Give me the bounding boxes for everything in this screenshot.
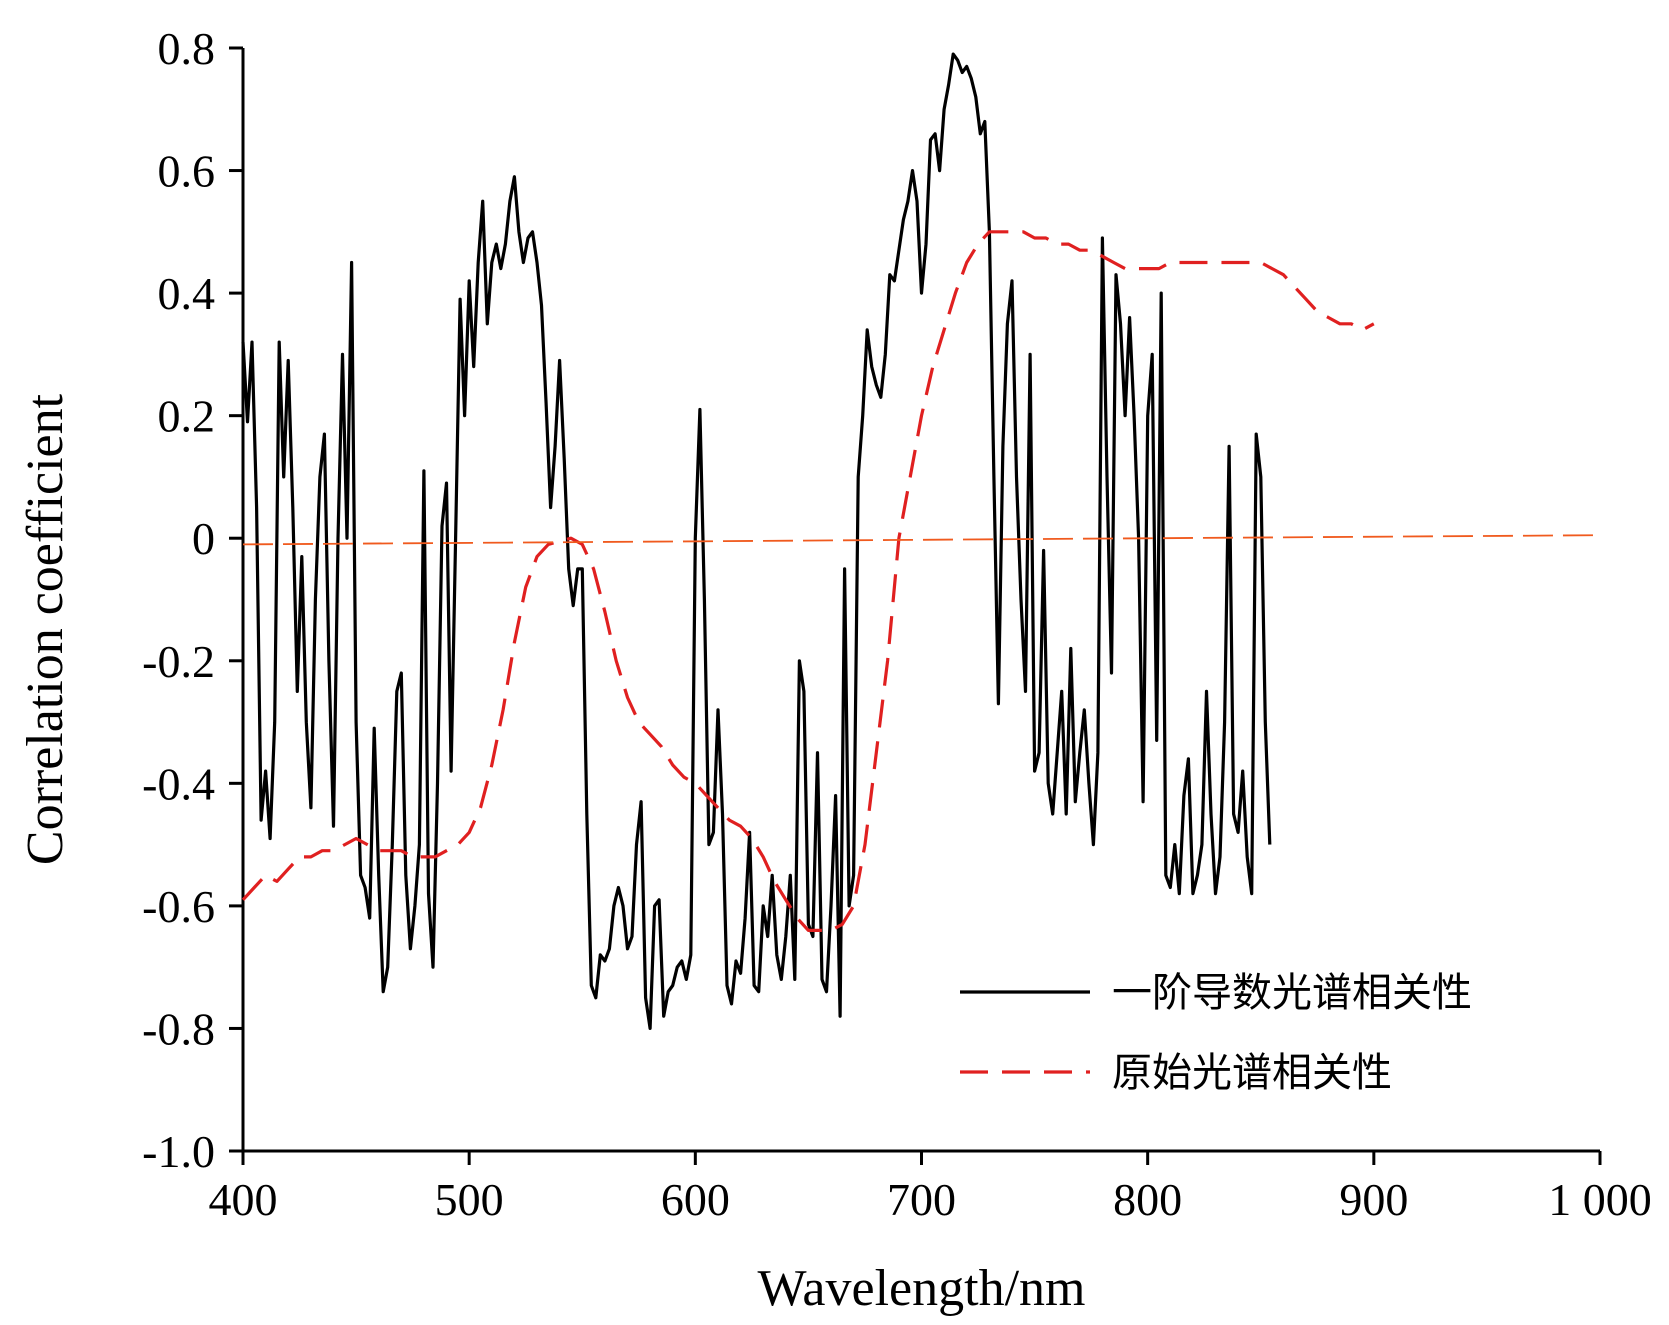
y-tick-label: 0.8 [158,23,216,74]
x-tick-label: 800 [1113,1174,1182,1225]
y-tick-label: -1.0 [142,1126,215,1177]
x-tick-label: 400 [209,1174,278,1225]
y-tick-label: 0.2 [158,391,216,442]
legend-label: 一阶导数光谱相关性 [1112,970,1472,1016]
y-tick-label: -0.2 [142,636,215,687]
x-tick-label: 500 [435,1174,504,1225]
series-layer [241,52,1601,1030]
y-tick-label: -0.6 [142,881,215,932]
y-axis-title: Correlation coefficient [17,393,74,865]
x-tick-label: 900 [1339,1174,1408,1225]
series-line-0 [241,52,1272,1030]
x-tick-label: 1 000 [1548,1174,1652,1225]
legend-label: 原始光谱相关性 [1112,1050,1392,1096]
x-tick-label: 600 [661,1174,730,1225]
x-tick-label: 700 [887,1174,956,1225]
series-line-2 [242,534,1601,546]
y-tick-label: 0 [192,513,215,564]
y-tick-label: -0.8 [142,1003,215,1054]
y-tick-label: 0.4 [158,268,216,319]
y-tick-label: -0.4 [142,758,215,809]
series-line-1 [241,230,1375,932]
x-axis-title: Wavelength/nm [758,1260,1086,1317]
y-tick-label: 0.6 [158,146,216,197]
